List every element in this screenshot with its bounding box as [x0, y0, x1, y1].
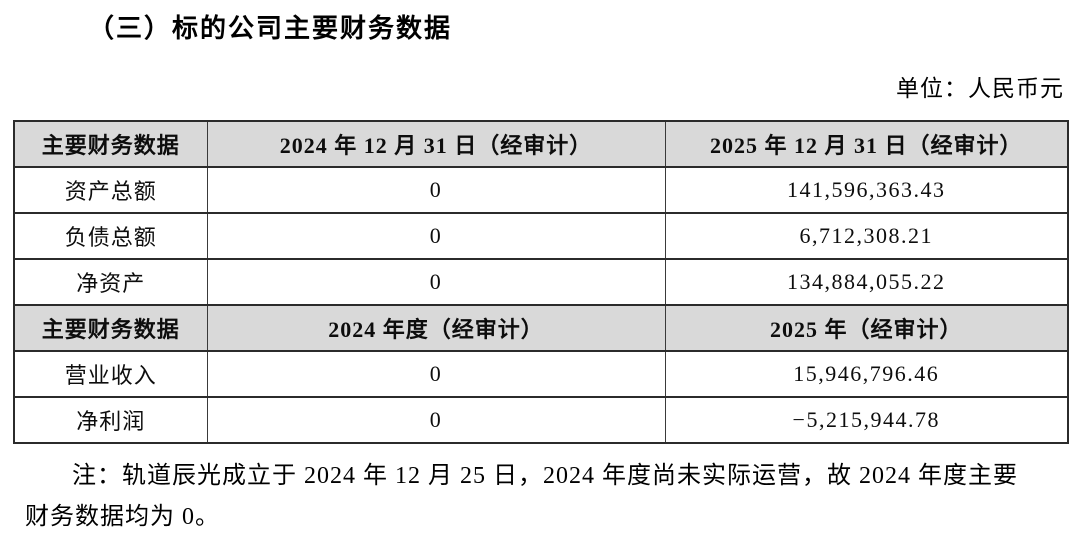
row-label: 资产总额 — [13, 166, 208, 214]
income-header-row: 主要财务数据 2024 年度（经审计） 2025 年（经审计） — [13, 304, 1069, 352]
row-label: 净利润 — [13, 396, 208, 444]
value-2024: 0 — [206, 396, 666, 444]
row-label: 营业收入 — [13, 350, 208, 398]
value-2025: 15,946,796.46 — [664, 350, 1069, 398]
currency-unit-label: 单位：人民币元 — [896, 76, 1064, 101]
value-2025: 134,884,055.22 — [664, 258, 1069, 306]
header-col-2024: 2024 年度（经审计） — [206, 304, 666, 352]
value-2024: 0 — [206, 212, 666, 260]
header-metric-label: 主要财务数据 — [13, 120, 208, 168]
balance-header-row: 主要财务数据 2024 年 12 月 31 日（经审计） 2025 年 12 月… — [13, 120, 1069, 168]
financial-data-table: 主要财务数据 2024 年 12 月 31 日（经审计） 2025 年 12 月… — [13, 120, 1069, 444]
footnote: 注：轨道辰光成立于 2024 年 12 月 25 日，2024 年度尚未实际运营… — [25, 456, 1065, 538]
header-col-2025: 2025 年 12 月 31 日（经审计） — [664, 120, 1069, 168]
row-label: 净资产 — [13, 258, 208, 306]
footnote-line-1: 注：轨道辰光成立于 2024 年 12 月 25 日，2024 年度尚未实际运营… — [72, 463, 1018, 489]
table-row: 负债总额 0 6,712,308.21 — [13, 212, 1069, 260]
header-col-2024: 2024 年 12 月 31 日（经审计） — [206, 120, 666, 168]
table-row: 净利润 0 −5,215,944.78 — [13, 396, 1069, 444]
header-col-2025: 2025 年（经审计） — [664, 304, 1069, 352]
header-metric-label: 主要财务数据 — [13, 304, 208, 352]
row-label: 负债总额 — [13, 212, 208, 260]
table-row: 资产总额 0 141,596,363.43 — [13, 166, 1069, 214]
value-2024: 0 — [206, 350, 666, 398]
value-2025: 141,596,363.43 — [664, 166, 1069, 214]
value-2025: 6,712,308.21 — [664, 212, 1069, 260]
table-row: 净资产 0 134,884,055.22 — [13, 258, 1069, 306]
footnote-line-2: 财务数据均为 0。 — [25, 504, 220, 530]
value-2024: 0 — [206, 166, 666, 214]
section-title: （三）标的公司主要财务数据 — [88, 14, 453, 43]
value-2025: −5,215,944.78 — [664, 396, 1069, 444]
value-2024: 0 — [206, 258, 666, 306]
table-row: 营业收入 0 15,946,796.46 — [13, 350, 1069, 398]
